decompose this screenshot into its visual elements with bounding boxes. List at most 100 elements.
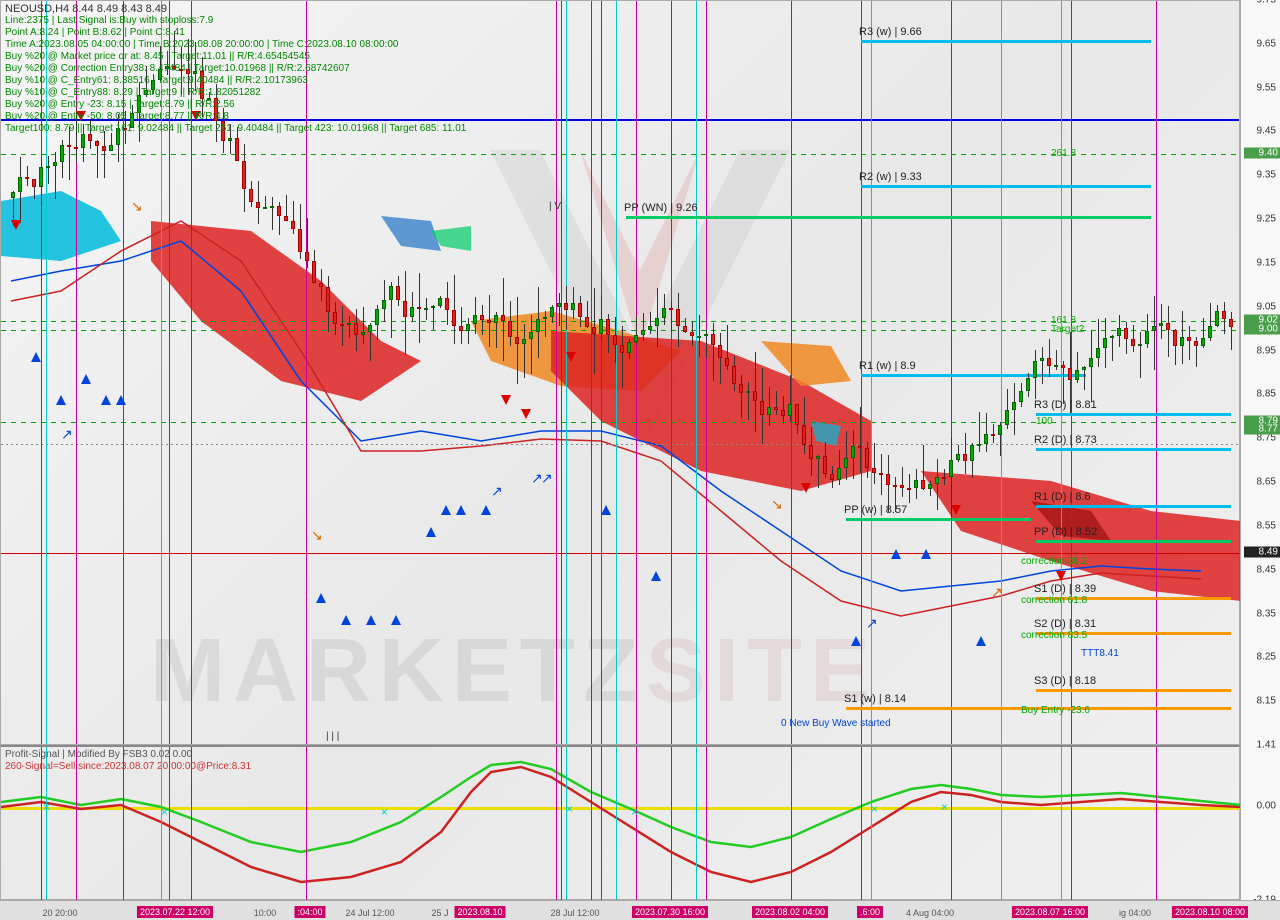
y-tick: 8.35	[1257, 608, 1276, 619]
y-tick: 8.45	[1257, 564, 1276, 575]
vline-magenta	[191, 747, 192, 902]
indicator-panel[interactable]: Profit-Signal | Modified By FSB3 0.02 0.…	[0, 745, 1240, 900]
vline-cyan	[1001, 1, 1002, 744]
x-tick: 25 J	[431, 908, 448, 918]
vline-magenta	[951, 747, 952, 902]
pivot-line	[861, 40, 1151, 43]
vline-magenta	[601, 1, 602, 744]
pivot-label: R1 (D) | 8.6	[1034, 491, 1091, 503]
vline-magenta	[601, 747, 602, 902]
vline-cyan	[696, 1, 697, 744]
pivot-label: S3 (D) | 8.18	[1034, 675, 1096, 687]
sell-arrow-icon	[521, 409, 531, 419]
cross-marker: ×	[381, 805, 388, 819]
x-tick: 20 20:00	[42, 908, 77, 918]
vline-magenta	[1156, 747, 1157, 902]
cross-marker: ×	[871, 802, 878, 816]
direction-arrow-icon: ↗	[866, 615, 878, 632]
sell-arrow-icon	[801, 483, 811, 493]
chart-title: NEOUSD,H4 8.44 8.49 8.43 8.49	[5, 3, 167, 15]
y-tick-current: 8.49	[1244, 547, 1280, 558]
vline-cyan	[46, 747, 47, 902]
wave-marker: | V	[549, 201, 561, 212]
y-tick: 8.25	[1257, 652, 1276, 663]
buy-arrow-icon	[481, 505, 491, 515]
vline-magenta	[636, 747, 637, 902]
vline-magenta	[671, 747, 672, 902]
buy-arrow-icon	[651, 571, 661, 581]
pivot-label: R1 (w) | 8.9	[859, 360, 916, 372]
x-tick: .6:00	[857, 906, 883, 918]
x-tick: 2023.08.07 16:00	[1012, 906, 1088, 918]
chart-text-label: Target2	[1051, 324, 1084, 335]
vline-magenta	[123, 747, 124, 902]
cross-marker: ×	[43, 800, 50, 814]
buy-arrow-icon	[441, 505, 451, 515]
x-tick: 2023.08.10 08:00	[1172, 906, 1248, 918]
y-tick: 9.05	[1257, 301, 1276, 312]
chart-text-label: correction 38.2	[1021, 556, 1087, 567]
vline-magenta	[791, 747, 792, 902]
buy-arrow-icon	[341, 615, 351, 625]
info-line: Time A:2023.08.05 04:00:00 | Time B:2023…	[5, 39, 398, 50]
vline-magenta	[861, 747, 862, 902]
buy-arrow-icon	[851, 636, 861, 646]
y-tick-highlight: 8.77	[1244, 424, 1280, 435]
buy-arrow-icon	[56, 395, 66, 405]
chart-text-label: correction 61.8	[1021, 595, 1087, 606]
main-chart[interactable]: R3 (w) | 9.66R2 (w) | 9.33PP (WN) | 9.26…	[0, 0, 1240, 745]
chart-text-label: TTT8.41	[1081, 648, 1119, 659]
vline-magenta	[306, 747, 307, 902]
y-tick-highlight: 9.00	[1244, 323, 1280, 334]
y-tick: 8.95	[1257, 345, 1276, 356]
info-line: Buy %20 @ Entry -23: 8.15 | Target:8.79 …	[5, 99, 235, 110]
pivot-label: PP (w) | 8.57	[844, 504, 907, 516]
y-tick: 8.65	[1257, 477, 1276, 488]
vline-magenta	[791, 1, 792, 744]
pivot-label: R3 (D) | 8.81	[1034, 399, 1097, 411]
y-tick: 9.45	[1257, 126, 1276, 137]
info-line: Buy %20 @ Entry -50: 8.05 | Target:8.77 …	[5, 111, 229, 122]
vline-magenta	[556, 1, 557, 744]
x-tick: 28 Jul 12:00	[550, 908, 599, 918]
direction-arrow-icon: ↗	[541, 470, 553, 487]
y-tick: 9.15	[1257, 257, 1276, 268]
info-line: Point A:8.24 | Point B:8.62 | Point C:8.…	[5, 27, 185, 38]
y-tick: 9.55	[1257, 82, 1276, 93]
vline-magenta	[636, 1, 637, 744]
info-line: Buy %10 @ C_Entry61: 8.38516 | Target:9.…	[5, 75, 308, 86]
x-tick: 2023.08.02 04:00	[752, 906, 828, 918]
pivot-line	[1036, 505, 1231, 508]
chart-text-label: 100	[1036, 416, 1053, 427]
buy-arrow-icon	[101, 395, 111, 405]
cross-marker: ×	[631, 805, 638, 819]
vline-cyan	[871, 1, 872, 744]
vline-magenta	[556, 747, 557, 902]
vline-magenta	[706, 1, 707, 744]
x-tick: 10:00	[254, 908, 277, 918]
vline-cyan	[616, 747, 617, 902]
direction-arrow-icon: ↗	[991, 584, 1003, 601]
pivot-line	[861, 374, 1086, 377]
vline-magenta	[861, 1, 862, 744]
cross-marker: ×	[941, 800, 948, 814]
pivot-label: R2 (w) | 9.33	[859, 171, 922, 183]
pivot-line	[1036, 448, 1231, 451]
pivot-line	[626, 216, 1151, 219]
horizontal-line	[1, 553, 1239, 554]
vline-cyan	[566, 1, 567, 744]
vline-magenta	[591, 1, 592, 744]
y-axis-indicator: 1.410.00-2.19	[1240, 745, 1280, 900]
x-tick: ig 04:00	[1119, 908, 1151, 918]
sell-arrow-icon	[951, 505, 961, 515]
vline-magenta	[561, 1, 562, 744]
chart-text-label: 0 New Buy Wave started	[781, 718, 891, 729]
buy-arrow-icon	[891, 549, 901, 559]
buy-arrow-icon	[366, 615, 376, 625]
oscillator-curves	[1, 747, 1241, 902]
x-tick: 4 Aug 04:00	[906, 908, 954, 918]
pivot-label: PP (WN) | 9.26	[624, 202, 698, 214]
x-tick: 2023.07.22 12:00	[137, 906, 213, 918]
cross-marker: ×	[566, 802, 573, 816]
pivot-line	[846, 518, 1031, 521]
